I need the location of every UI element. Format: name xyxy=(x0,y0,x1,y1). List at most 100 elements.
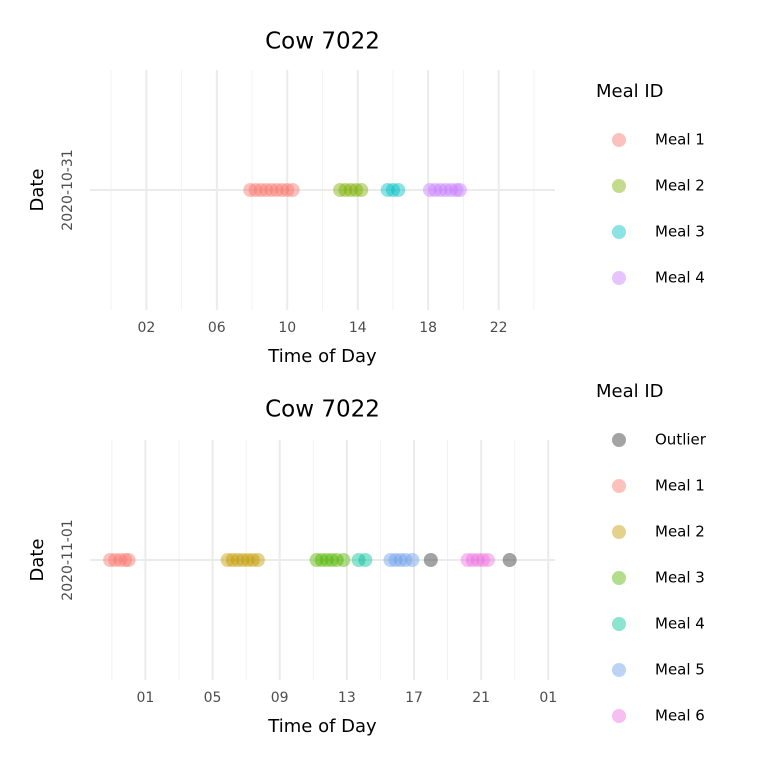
point xyxy=(235,553,250,567)
legend-key xyxy=(612,617,626,631)
point xyxy=(243,183,258,197)
point xyxy=(385,183,400,197)
y-axis-title: Date xyxy=(27,538,48,581)
point xyxy=(470,553,485,567)
point xyxy=(433,183,448,197)
point xyxy=(391,183,406,197)
x-tick-label: 01 xyxy=(539,690,557,706)
point xyxy=(398,553,413,567)
x-tick-label: 18 xyxy=(419,320,437,336)
point xyxy=(274,183,289,197)
point xyxy=(336,553,351,567)
point xyxy=(314,553,329,567)
point xyxy=(465,553,480,567)
y-axis-title: Date xyxy=(27,168,48,211)
legend-key xyxy=(612,271,626,285)
x-tick-label: 22 xyxy=(490,320,508,336)
y-tick-label: 2020-10-31 xyxy=(60,149,76,230)
legend-label: Meal 4 xyxy=(655,615,705,633)
point xyxy=(250,553,265,567)
legend-label: Meal 1 xyxy=(655,477,705,495)
legend-key xyxy=(612,179,626,193)
point xyxy=(245,553,260,567)
point xyxy=(354,183,369,197)
point xyxy=(285,183,300,197)
point xyxy=(428,183,443,197)
point xyxy=(405,553,420,567)
point xyxy=(475,553,490,567)
legend-label: Meal 3 xyxy=(655,223,705,241)
x-tick-label: 02 xyxy=(137,320,155,336)
legend-title: Meal ID xyxy=(596,81,664,102)
x-tick-label: 05 xyxy=(204,690,222,706)
point xyxy=(329,553,344,567)
point xyxy=(230,553,245,567)
point xyxy=(103,553,118,567)
legend-label: Outlier xyxy=(655,431,707,449)
point xyxy=(343,183,358,197)
point xyxy=(113,553,128,567)
point xyxy=(108,553,123,567)
y-tick-label: 2020-11-01 xyxy=(60,519,76,600)
x-tick-label: 17 xyxy=(405,690,423,706)
legend-label: Meal 4 xyxy=(655,269,705,287)
legend-key xyxy=(612,571,626,585)
point xyxy=(319,553,334,567)
point xyxy=(460,553,475,567)
point xyxy=(502,553,517,567)
legend-label: Meal 2 xyxy=(655,177,705,195)
point xyxy=(480,553,495,567)
point xyxy=(309,553,324,567)
point xyxy=(383,553,398,567)
point xyxy=(348,183,363,197)
point xyxy=(259,183,274,197)
legend-key xyxy=(612,663,626,677)
x-tick-label: 13 xyxy=(338,690,356,706)
legend-label: Meal 3 xyxy=(655,569,705,587)
point xyxy=(333,183,348,197)
legend-label: Meal 5 xyxy=(655,661,705,679)
point xyxy=(253,183,268,197)
point xyxy=(225,553,240,567)
legend-key xyxy=(612,225,626,239)
point xyxy=(388,553,403,567)
point xyxy=(220,553,235,567)
point xyxy=(264,183,279,197)
legend-label: Meal 2 xyxy=(655,523,705,541)
point xyxy=(393,553,408,567)
point xyxy=(280,183,295,197)
point xyxy=(338,183,353,197)
point xyxy=(449,183,464,197)
point xyxy=(324,553,339,567)
point xyxy=(240,553,255,567)
point xyxy=(248,183,263,197)
x-tick-label: 10 xyxy=(278,320,296,336)
x-axis-title: Time of Day xyxy=(267,716,377,737)
legend-label: Meal 6 xyxy=(655,707,705,725)
point xyxy=(422,183,437,197)
point xyxy=(358,553,373,567)
legend-title: Meal ID xyxy=(596,381,664,402)
point xyxy=(351,553,366,567)
point xyxy=(444,183,459,197)
x-tick-label: 14 xyxy=(349,320,367,336)
legend-key xyxy=(612,479,626,493)
x-tick-label: 01 xyxy=(136,690,154,706)
legend-key xyxy=(612,525,626,539)
point xyxy=(269,183,284,197)
point xyxy=(121,553,136,567)
point xyxy=(452,183,467,197)
point xyxy=(438,183,453,197)
legend-label: Meal 1 xyxy=(655,131,705,149)
chart-title: Cow 7022 xyxy=(265,29,380,55)
x-tick-label: 21 xyxy=(472,690,490,706)
legend-key xyxy=(612,709,626,723)
x-tick-label: 06 xyxy=(208,320,226,336)
legend-key xyxy=(612,133,626,147)
x-tick-label: 09 xyxy=(271,690,289,706)
legend-key xyxy=(612,433,626,447)
point xyxy=(423,553,438,567)
point xyxy=(118,553,133,567)
chart-title: Cow 7022 xyxy=(265,397,380,423)
